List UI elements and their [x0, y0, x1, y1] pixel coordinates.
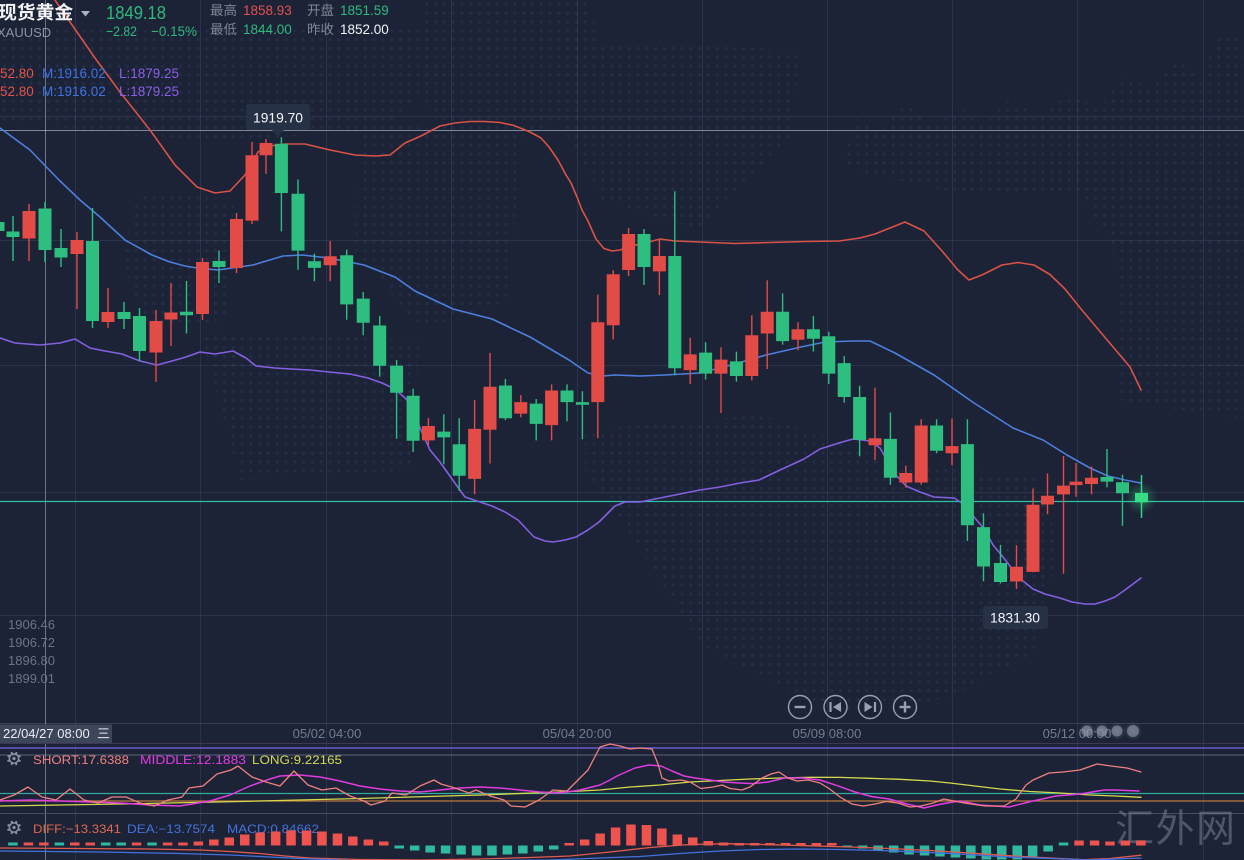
svg-text:05/09 08:00: 05/09 08:00 — [793, 726, 862, 741]
svg-text:L:1879.25: L:1879.25 — [119, 66, 179, 81]
svg-text:05/02 04:00: 05/02 04:00 — [293, 726, 362, 741]
svg-text:LONG:9.22165: LONG:9.22165 — [252, 753, 342, 767]
svg-text:M:1916.02: M:1916.02 — [42, 66, 106, 81]
svg-text:1849.18: 1849.18 — [106, 2, 166, 23]
svg-text:22/04/27 08:00: 22/04/27 08:00 — [3, 726, 90, 741]
svg-text:SHORT:17.6388: SHORT:17.6388 — [33, 753, 129, 767]
svg-text:1851.59: 1851.59 — [340, 3, 389, 18]
svg-text:1899.01: 1899.01 — [8, 671, 55, 686]
svg-text:−2.82: −2.82 — [106, 23, 137, 39]
svg-text:DIFF:−13.3341: DIFF:−13.3341 — [33, 822, 121, 836]
svg-text:1852.00: 1852.00 — [340, 22, 389, 37]
svg-text:1831.30: 1831.30 — [990, 610, 1040, 626]
svg-text:05/04 20:00: 05/04 20:00 — [543, 726, 612, 741]
svg-text:M:1916.02: M:1916.02 — [42, 84, 106, 99]
svg-text:−0.15%: −0.15% — [151, 23, 197, 39]
svg-text:1906.46: 1906.46 — [8, 617, 55, 632]
svg-text:MACD:0.84662: MACD:0.84662 — [227, 822, 319, 836]
svg-text:1919.70: 1919.70 — [253, 110, 303, 126]
svg-text:52.80: 52.80 — [0, 84, 34, 99]
svg-text:DEA:−13.7574: DEA:−13.7574 — [127, 822, 215, 836]
svg-text:L:1879.25: L:1879.25 — [119, 84, 179, 99]
svg-text:1906.72: 1906.72 — [8, 635, 55, 650]
svg-text:1844.00: 1844.00 — [243, 22, 292, 37]
svg-text:XAUUSD: XAUUSD — [0, 25, 51, 40]
svg-text:1858.93: 1858.93 — [243, 3, 292, 18]
svg-text:MIDDLE:12.1883: MIDDLE:12.1883 — [140, 753, 246, 767]
svg-text:1896.80: 1896.80 — [8, 653, 55, 668]
svg-text:52.80: 52.80 — [0, 66, 34, 81]
